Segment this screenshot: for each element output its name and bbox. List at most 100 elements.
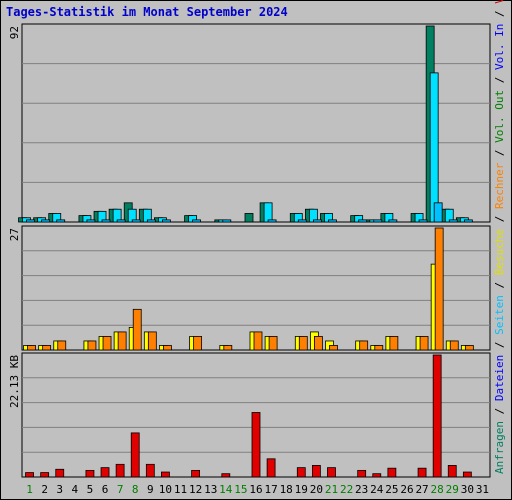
bar-seiten-day-28 [433,202,443,223]
x-axis-day-labels: 1 2 3 4 5 6 7 8 9 10 11 12 13 14 15 16 17 18 19 20 21 22 23 24 2… [26,483,489,496]
bar-seiten-day-7 [116,219,126,223]
bar-seiten-day-21 [328,219,337,223]
panel-border-hits [21,23,491,223]
legend-part-13: / [493,4,506,24]
x-tick-day-14: 14 [219,483,233,496]
bar-rechner-day-16 [253,331,263,351]
x-tick-day-18: 18 [280,483,293,496]
bar-volumen-day-1 [25,472,34,478]
panel-visits: 27 [8,225,491,351]
x-tick-day-23: 23 [355,483,368,496]
x-tick-day-15: 15 [234,483,247,496]
bar-seiten-day-27 [418,219,428,223]
bar-volumen-day-17 [266,458,276,478]
x-tick-day-13: 13 [204,483,217,496]
legend-part-10: Vol. Out [493,90,506,143]
bar-volumen-day-23 [357,469,367,478]
bar-rechner-day-5 [87,340,97,351]
bar-seiten-day-24 [373,219,383,223]
x-tick-day-17: 17 [264,483,277,496]
bar-rechner-day-28 [434,227,444,351]
x-tick-day-11: 11 [174,483,187,496]
bar-dateien-day-17 [263,202,273,223]
bar-seiten-day-29 [448,219,458,223]
bar-volumen-day-8 [130,432,140,478]
chart-panels: 92 27 22.13 KB [8,23,491,478]
bar-volumen-day-20 [311,465,321,478]
bar-volumen-day-12 [191,469,201,478]
legend-part-14: Volumen [493,0,506,4]
bar-seiten-day-20 [312,219,322,223]
bar-volumen-day-19 [296,467,306,478]
x-tick-day-20: 20 [310,483,323,496]
x-tick-day-30: 30 [461,483,474,496]
bar-volumen-day-14 [221,473,231,478]
panel-border-visits [21,225,491,351]
bar-seiten-day-1 [26,219,35,223]
bar-seiten-day-9 [146,219,156,223]
bar-seiten-day-12 [192,219,202,223]
bar-seiten-day-8 [131,219,141,223]
x-tick-day-25: 25 [385,483,398,496]
y-max-label-volume: 22.13 KB [8,355,21,408]
bar-rechner-day-14 [223,345,233,351]
x-tick-day-1: 1 [26,483,33,496]
bar-volumen-day-21 [327,467,336,478]
panel-volume: 22.13 KB [8,352,491,478]
x-tick-day-29: 29 [446,483,459,496]
bar-rechner-day-1 [27,345,36,351]
bar-volumen-day-24 [372,473,382,478]
legend-part-1: / [493,401,506,421]
bar-seiten-day-25 [388,219,398,223]
legend-part-11: / [493,70,506,90]
x-tick-day-27: 27 [415,483,428,496]
bar-seiten-day-6 [101,219,111,223]
bar-volumen-day-10 [161,471,170,478]
x-tick-day-22: 22 [340,483,353,496]
x-tick-day-3: 3 [56,483,63,496]
legend-part-9: / [493,143,506,163]
bar-seiten-day-30 [463,219,473,223]
bar-seiten-day-19 [297,219,307,223]
bar-rechner-day-2 [42,345,52,351]
x-tick-day-2: 2 [41,483,48,496]
x-tick-day-12: 12 [189,483,202,496]
x-tick-day-5: 5 [87,483,94,496]
bar-seiten-day-3 [56,219,66,223]
bar-seiten-day-23 [358,219,368,223]
legend-vertical: Anfragen / Dateien / Seiten / Besuche / … [493,0,506,474]
bar-volumen-day-16 [251,412,261,478]
legend-part-5: / [493,275,506,295]
bar-rechner-day-24 [374,345,384,351]
legend-part-12: Vol. In [493,24,506,70]
bar-volumen-day-27 [417,467,427,478]
x-tick-day-16: 16 [249,483,262,496]
bar-volumen-day-3 [55,468,65,478]
bar-rechner-day-3 [57,340,67,351]
bar-volumen-day-5 [85,469,95,478]
legend-part-8: Rechner [493,162,506,209]
bar-rechner-day-10 [163,345,172,351]
bar-rechner-day-21 [329,345,338,351]
bar-seiten-day-14 [222,219,232,223]
x-tick-day-19: 19 [295,483,308,496]
x-tick-day-6: 6 [102,483,109,496]
legend-part-0: Anfragen [493,421,506,474]
bar-volumen-day-2 [40,472,50,478]
panel-hits: 92 [8,23,491,223]
bar-seiten-day-2 [41,219,51,223]
bar-rechner-day-9 [147,331,157,351]
x-tick-day-10: 10 [159,483,172,496]
legend-part-2: Dateien [493,355,506,401]
bar-volumen-day-29 [447,465,457,478]
legend-part-7: / [493,209,506,229]
bar-seiten-day-17 [267,219,277,223]
x-tick-day-28: 28 [431,483,444,496]
x-tick-day-21: 21 [325,483,338,496]
bar-anfragen-day-16 [244,213,254,223]
x-tick-day-31: 31 [476,483,489,496]
bar-rechner-day-8 [132,308,142,351]
bar-rechner-day-29 [449,340,459,351]
legend-part-4: Seiten [493,295,506,335]
bar-seiten-day-5 [86,219,96,223]
